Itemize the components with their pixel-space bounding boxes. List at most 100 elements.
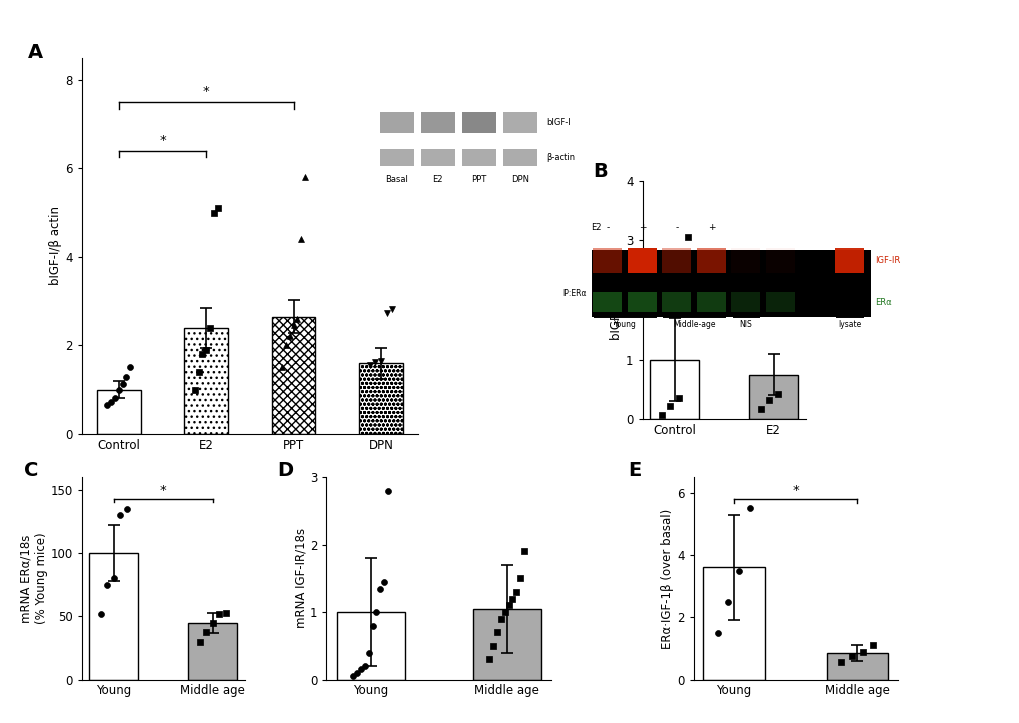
- Point: [480, 654, 496, 665]
- Point: [192, 636, 208, 648]
- Point: [277, 340, 293, 351]
- Text: Basal: Basal: [385, 175, 408, 184]
- Point: [503, 593, 520, 604]
- Y-axis label: mRNA IGF-IR/18s: mRNA IGF-IR/18s: [293, 529, 307, 628]
- Bar: [187, 623, 237, 680]
- Text: E2: E2: [591, 223, 601, 232]
- Bar: [825, 653, 888, 680]
- Text: *: *: [160, 484, 166, 497]
- Point: [709, 627, 726, 638]
- Text: Middle-age: Middle-age: [673, 320, 714, 329]
- Point: [118, 503, 135, 515]
- Point: [194, 348, 210, 360]
- Bar: [472, 609, 540, 680]
- Bar: [359, 363, 403, 434]
- Point: [500, 599, 517, 611]
- Point: [292, 234, 309, 245]
- Text: A: A: [28, 43, 43, 61]
- Point: [760, 395, 776, 406]
- Point: [285, 320, 302, 331]
- Point: [209, 202, 225, 214]
- Point: [731, 565, 747, 576]
- Text: +: +: [638, 223, 645, 232]
- Point: [671, 393, 687, 404]
- FancyBboxPatch shape: [462, 113, 495, 132]
- Point: [357, 660, 373, 672]
- Point: [373, 355, 389, 367]
- Point: [484, 640, 500, 651]
- Text: β-actin: β-actin: [546, 153, 575, 162]
- FancyBboxPatch shape: [593, 292, 622, 312]
- FancyBboxPatch shape: [731, 249, 759, 273]
- Point: [99, 579, 115, 591]
- Point: [361, 359, 377, 371]
- Point: [854, 646, 870, 657]
- Bar: [89, 553, 139, 680]
- Point: [217, 607, 233, 618]
- Text: NIS: NIS: [739, 320, 752, 329]
- Point: [274, 362, 290, 373]
- Point: [112, 509, 128, 521]
- Text: E2: E2: [432, 175, 442, 184]
- Point: [769, 388, 786, 400]
- Bar: [97, 390, 141, 434]
- Point: [118, 372, 135, 383]
- Point: [107, 392, 123, 403]
- Point: [741, 502, 757, 514]
- Text: PPT: PPT: [471, 175, 486, 184]
- Point: [198, 344, 214, 356]
- Point: [661, 401, 678, 412]
- Point: [372, 583, 388, 594]
- Point: [122, 362, 139, 373]
- Point: [367, 356, 383, 368]
- Y-axis label: bIGF-I/β actin: bIGF-I/β actin: [609, 260, 623, 340]
- Point: [114, 378, 130, 390]
- FancyBboxPatch shape: [661, 292, 691, 312]
- Point: [353, 664, 369, 675]
- FancyBboxPatch shape: [502, 150, 536, 166]
- Point: [752, 403, 768, 414]
- Bar: [271, 317, 315, 434]
- FancyBboxPatch shape: [379, 113, 414, 132]
- FancyBboxPatch shape: [462, 150, 495, 166]
- Point: [864, 640, 880, 651]
- Text: *: *: [159, 134, 166, 147]
- Point: [103, 396, 119, 408]
- Text: C: C: [24, 461, 39, 480]
- FancyBboxPatch shape: [420, 150, 454, 166]
- FancyBboxPatch shape: [731, 292, 759, 312]
- Text: E: E: [628, 461, 641, 480]
- Text: D: D: [277, 461, 292, 480]
- Point: [833, 656, 849, 668]
- Point: [360, 647, 376, 659]
- Point: [492, 613, 508, 625]
- FancyBboxPatch shape: [765, 249, 794, 273]
- Point: [110, 384, 126, 395]
- Text: bIGF-I: bIGF-I: [546, 118, 571, 127]
- Point: [281, 330, 298, 342]
- Text: +: +: [707, 223, 714, 232]
- Text: ERα: ERα: [874, 298, 891, 307]
- Text: B: B: [593, 162, 607, 181]
- Point: [202, 322, 218, 333]
- Point: [368, 607, 384, 618]
- FancyBboxPatch shape: [379, 150, 414, 166]
- FancyBboxPatch shape: [628, 292, 656, 312]
- Point: [344, 670, 361, 682]
- Point: [384, 303, 400, 315]
- Text: IP:ERα: IP:ERα: [561, 289, 586, 298]
- FancyBboxPatch shape: [628, 249, 656, 273]
- FancyBboxPatch shape: [593, 249, 622, 273]
- Bar: [702, 568, 764, 680]
- Point: [512, 573, 528, 584]
- FancyBboxPatch shape: [696, 292, 726, 312]
- FancyBboxPatch shape: [502, 113, 536, 132]
- Point: [204, 617, 220, 628]
- Bar: [184, 328, 228, 434]
- Y-axis label: mRNA ERα/18s
(% Young mice): mRNA ERα/18s (% Young mice): [19, 533, 48, 624]
- Point: [348, 667, 365, 679]
- FancyBboxPatch shape: [661, 249, 691, 273]
- FancyBboxPatch shape: [696, 249, 726, 273]
- Point: [496, 607, 513, 618]
- Point: [211, 608, 227, 620]
